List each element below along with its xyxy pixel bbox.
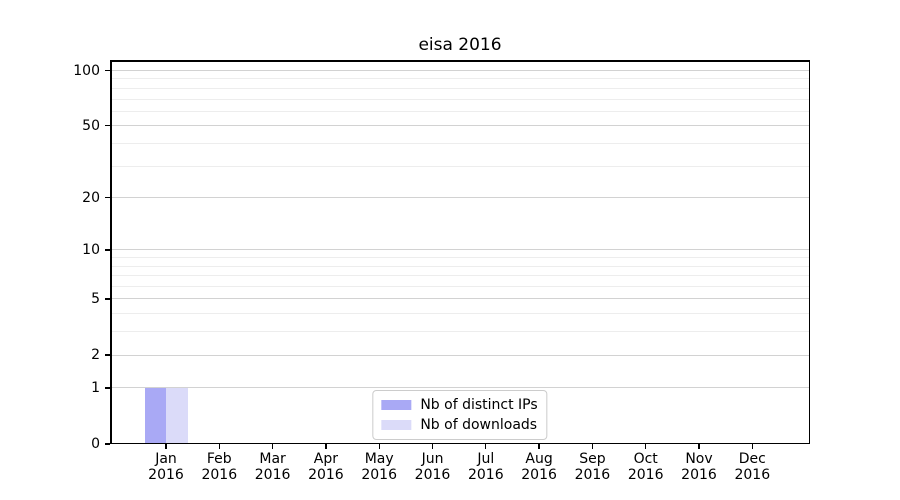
legend-swatch (381, 420, 412, 430)
gridline-minor (110, 142, 810, 144)
x-axis-tick-label: Mar 2016 (254, 451, 291, 483)
x-axis-tick-label: Feb 2016 (201, 451, 238, 483)
legend-label: Nb of downloads (420, 417, 538, 433)
right-spine (808, 60, 810, 444)
x-axis-tick-label: Jul 2016 (467, 451, 504, 483)
y-axis-tick-label: 20 (82, 189, 100, 206)
x-axis-tick-label: Dec 2016 (734, 451, 771, 483)
top-spine (110, 60, 810, 62)
legend: Nb of distinct IPs Nb of downloads (372, 390, 548, 440)
gridline-minor (110, 165, 810, 167)
legend-swatch (381, 400, 412, 410)
y-axis-tick-mark (105, 443, 110, 445)
legend-item: Nb of downloads (381, 416, 537, 434)
y-axis-tick-mark (105, 196, 110, 199)
gridline-minor (110, 98, 810, 100)
gridline-major (110, 197, 810, 199)
x-axis-tick-mark (218, 444, 220, 449)
x-axis-tick-label: Jun 2016 (414, 451, 451, 483)
x-axis-tick-mark (538, 444, 540, 449)
x-axis-tick-label: Apr 2016 (308, 451, 344, 483)
x-axis-tick-label: May 2016 (361, 451, 397, 483)
y-axis-tick-label: 0 (91, 436, 100, 452)
y-axis-tick-label: 10 (82, 241, 100, 258)
x-axis-tick-label: Jan 2016 (148, 451, 184, 483)
x-axis-tick-label: Oct 2016 (627, 451, 664, 483)
y-axis-tick-mark (105, 249, 110, 251)
x-axis-tick-mark (431, 444, 434, 449)
gridline-minor (110, 331, 810, 333)
bottom-spine (110, 442, 810, 444)
x-axis-tick-label: Nov 2016 (681, 451, 717, 483)
y-axis-tick-mark (105, 387, 110, 389)
gridline-major (110, 387, 810, 389)
x-axis-tick-mark (378, 444, 380, 449)
gridline-minor (110, 110, 810, 112)
gridline-minor (110, 87, 810, 89)
plot-area: Nb of distinct IPs Nb of downloads (110, 60, 810, 444)
bar-nb-of-distinct-ips (144, 387, 166, 444)
gridline-major (110, 125, 810, 127)
y-axis-tick-mark (105, 298, 110, 300)
x-axis-tick-mark (485, 444, 487, 449)
gridline-major (110, 70, 810, 71)
gridline-minor (110, 257, 810, 259)
y-axis-tick-label: 5 (91, 290, 100, 307)
x-axis-tick-mark (325, 444, 327, 449)
gridline-major (110, 354, 810, 356)
x-axis-tick-mark (271, 444, 274, 449)
gridline-major (110, 249, 810, 251)
gridline-minor (110, 286, 810, 288)
gridline-major (110, 298, 810, 300)
x-axis-tick-mark (165, 444, 167, 449)
y-axis-tick-mark (105, 69, 110, 72)
x-axis-tick-mark (591, 444, 594, 449)
chart-title: eisa 2016 (418, 35, 502, 55)
y-axis-tick-label: 2 (91, 347, 100, 364)
y-axis-tick-label: 100 (73, 62, 100, 79)
gridline-minor (110, 313, 810, 315)
left-spine (110, 60, 112, 444)
x-axis-tick-label: Sep 2016 (574, 451, 611, 483)
legend-label: Nb of distinct IPs (420, 397, 538, 413)
x-axis-tick-mark (698, 444, 700, 449)
bar-nb-of-downloads (166, 387, 188, 444)
gridline-minor (110, 78, 810, 80)
x-axis-tick-label: Aug 2016 (521, 451, 557, 483)
y-axis-tick-label: 1 (91, 379, 100, 396)
x-axis-tick-mark (751, 444, 753, 449)
y-axis-tick-mark (105, 125, 110, 127)
legend-item: Nb of distinct IPs (381, 396, 538, 414)
y-axis-tick-label: 50 (82, 117, 100, 134)
gridline-minor (110, 275, 810, 277)
x-axis-tick-mark (645, 444, 647, 449)
y-axis-tick-mark (105, 354, 110, 356)
gridline-minor (110, 265, 810, 267)
legend-items: Nb of distinct IPs Nb of downloads (381, 396, 538, 434)
